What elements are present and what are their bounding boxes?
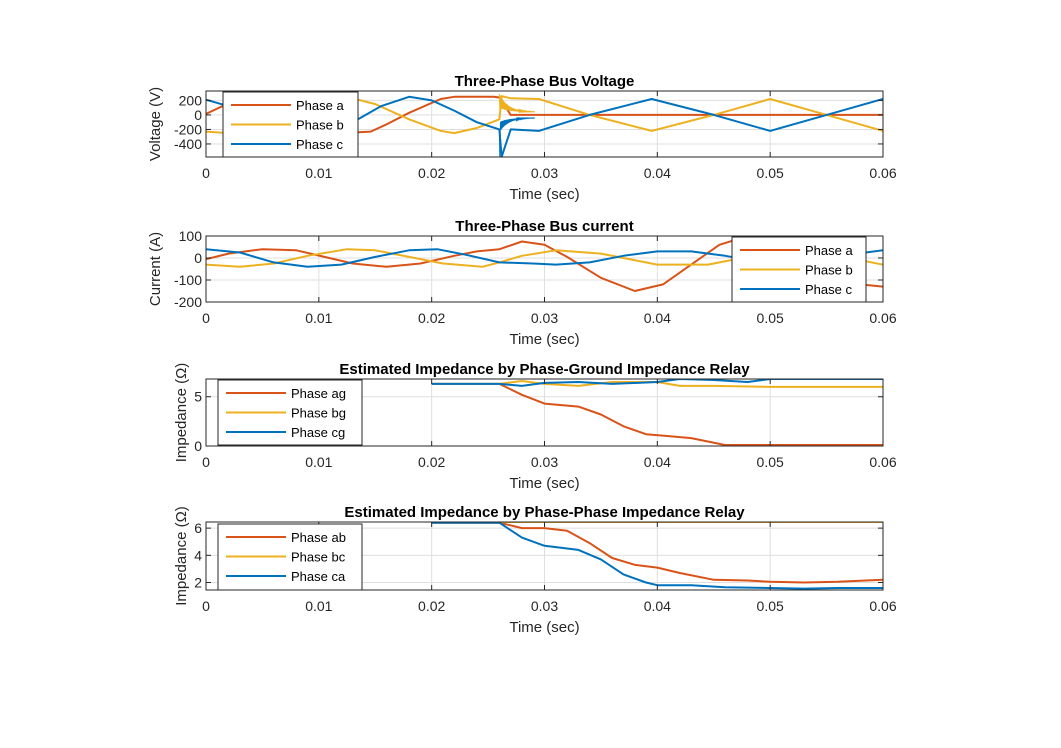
y-axis-label: Current (A) [147,232,164,306]
x-tick-label: 0.03 [531,598,558,614]
legend-entry-label: Phase ag [291,386,346,401]
x-tick-label: 0.06 [869,598,896,614]
x-tick-label: 0.01 [305,165,332,181]
subplot-1: 0 0.01 0.02 0.03 0.04 0.05 0.062000-200-400Thr… [147,73,897,203]
legend-entry-label: Phase cg [291,425,345,440]
chart-title: Estimated Impedance by Phase-Phase Imped… [344,504,745,521]
y-tick-label: -200 [174,294,202,310]
y-axis-label: Voltage (V) [147,87,164,161]
y-tick-label: 0 [194,107,202,123]
x-tick-label: 0.05 [757,454,784,470]
series-line-phase-c-transient [498,116,536,157]
y-tick-label: 5 [194,389,202,405]
x-axis-label: Time (sec) [509,475,579,492]
x-tick-label: 0 [202,310,210,326]
x-tick-label: 0.04 [644,454,671,470]
series-line-phase-cg [431,379,883,387]
y-tick-label: 100 [179,228,203,244]
series-line-phase-ca [431,522,883,590]
x-tick-label: 0.01 [305,310,332,326]
legend-entry-label: Phase c [296,137,343,152]
y-tick-label: 4 [194,547,202,563]
y-tick-label: -400 [174,136,202,152]
x-tick-label: 0.05 [757,598,784,614]
x-axis-label: Time (sec) [509,619,579,636]
legend-entry-label: Phase ab [291,530,346,545]
legend[interactable]: Phase a Phase b Phase c [731,236,867,303]
chart-title: Three-Phase Bus Voltage [455,73,635,90]
y-tick-label: 200 [179,92,203,108]
legend-entry-label: Phase bg [291,406,346,421]
series-group [431,522,883,590]
legend-entry-label: Phase b [296,118,344,133]
legend-entry-label: Phase bc [291,550,346,565]
legend-entry-label: Phase c [805,282,852,297]
series-line-phase-b-transient [498,93,536,114]
x-tick-label: 0.05 [757,310,784,326]
legend[interactable]: Phase ab Phase bc Phase ca [217,523,363,591]
legend[interactable]: Phase a Phase b Phase c [222,91,359,158]
series-group [431,379,883,446]
y-axis-label: Impedance (Ω) [173,506,190,606]
x-tick-label: 0.06 [869,165,896,181]
x-tick-label: 0 [202,165,210,181]
chart-title: Estimated Impedance by Phase-Ground Impe… [339,361,750,378]
y-axis-label: Impedance (Ω) [173,363,190,463]
y-tick-label: -200 [174,121,202,137]
legend-entry-label: Phase a [805,243,853,258]
x-tick-label: 0 [202,454,210,470]
x-tick-label: 0.01 [305,454,332,470]
y-tick-label: 2 [194,575,202,591]
series-line-phase-ag [431,382,883,446]
x-tick-label: 0.02 [418,454,445,470]
x-tick-label: 0.03 [531,310,558,326]
x-tick-label: 0 [202,598,210,614]
x-tick-label: 0.02 [418,165,445,181]
legend[interactable]: Phase ag Phase bg Phase cg [217,379,363,446]
y-tick-label: 0 [194,250,202,266]
x-tick-label: 0.03 [531,165,558,181]
x-tick-label: 0.05 [757,165,784,181]
x-tick-label: 0.02 [418,310,445,326]
y-tick-label: -100 [174,272,202,288]
chart-title: Three-Phase Bus current [455,218,633,235]
x-tick-label: 0.01 [305,598,332,614]
y-tick-label: 0 [194,438,202,454]
subplot-4: 0 0.01 0.02 0.03 0.04 0.05 0.06 6 4 2 Estimated Im… [173,504,897,636]
x-axis-label: Time (sec) [509,331,579,348]
x-tick-label: 0.04 [644,598,671,614]
legend-entry-label: Phase a [296,98,344,113]
subplot-2: 0 0.01 0.02 0.03 0.04 0.05 0.06 100 0 -100 -200 Thr… [147,218,897,348]
series-line-phase-ab [431,522,883,584]
y-tick-label: 6 [194,520,202,536]
x-tick-label: 0.04 [644,165,671,181]
x-tick-label: 0.06 [869,454,896,470]
x-axis-label: Time (sec) [509,186,579,203]
x-tick-label: 0.06 [869,310,896,326]
fault-transient [498,93,536,157]
subplot-3: 0 0.01 0.02 0.03 0.04 0.05 0.06 5 0 Estimated Imp… [173,361,897,492]
x-tick-label: 0.03 [531,454,558,470]
series-line-phase-bg [431,380,883,388]
x-tick-label: 0.04 [644,310,671,326]
x-tick-label: 0.02 [418,598,445,614]
legend-entry-label: Phase ca [291,569,346,584]
legend-entry-label: Phase b [805,263,853,278]
